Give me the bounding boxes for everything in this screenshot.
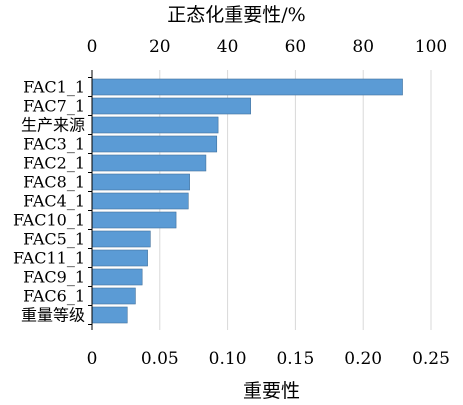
bottom-tick-label-2: 0.10 <box>209 349 247 369</box>
category-label-5: FAC8_1 <box>23 173 85 192</box>
bar-2 <box>91 116 219 134</box>
category-label-10: FAC9_1 <box>23 268 85 287</box>
category-label-1: FAC7_1 <box>23 97 85 116</box>
category-label-8: FAC5_1 <box>23 230 85 249</box>
bar-5 <box>91 173 190 191</box>
top-tick-label-4: 80 <box>352 37 374 57</box>
bar-9 <box>91 249 148 267</box>
category-label-3: FAC3_1 <box>23 135 85 154</box>
bar-3 <box>91 135 218 153</box>
category-label-7: FAC10_1 <box>13 211 85 230</box>
bar-11 <box>91 287 136 305</box>
category-label-0: FAC1_1 <box>23 78 85 97</box>
bar-6 <box>91 192 189 210</box>
top-tick-label-0: 0 <box>87 37 98 57</box>
bar-4 <box>91 154 207 172</box>
top-axis-ticks: 0 20 40 60 80 100 <box>87 37 448 57</box>
category-label-12: 重量等级 <box>21 306 85 325</box>
bar-10 <box>91 268 143 286</box>
top-tick-label-1: 20 <box>149 37 171 57</box>
category-label-9: FAC11_1 <box>13 249 85 268</box>
category-labels: FAC1_1FAC7_1生产来源FAC3_1FAC2_1FAC8_1FAC4_1… <box>13 78 85 325</box>
bottom-tick-label-3: 0.15 <box>276 349 314 369</box>
bottom-tick-label-4: 0.20 <box>344 349 382 369</box>
bottom-axis-ticks: 0 0.05 0.10 0.15 0.20 0.25 <box>87 349 450 369</box>
top-tick-label-5: 100 <box>415 37 447 57</box>
top-tick-label-3: 60 <box>285 37 307 57</box>
category-label-6: FAC4_1 <box>23 192 85 211</box>
bar-8 <box>91 230 151 248</box>
category-label-4: FAC2_1 <box>23 154 85 173</box>
bar-7 <box>91 211 177 229</box>
bottom-tick-label-0: 0 <box>87 349 98 369</box>
bar-12 <box>91 306 128 324</box>
bottom-tick-label-1: 0.05 <box>141 349 179 369</box>
bar-layer <box>91 78 403 324</box>
bottom-tick-label-5: 0.25 <box>412 349 450 369</box>
category-label-2: 生产来源 <box>21 116 85 135</box>
top-axis-title: 正态化重要性/% <box>167 4 305 26</box>
top-tick-label-2: 40 <box>217 37 239 57</box>
category-label-11: FAC6_1 <box>23 287 85 306</box>
bar-0 <box>91 78 403 96</box>
bottom-axis-title: 重要性 <box>243 380 300 402</box>
bar-1 <box>91 97 251 115</box>
